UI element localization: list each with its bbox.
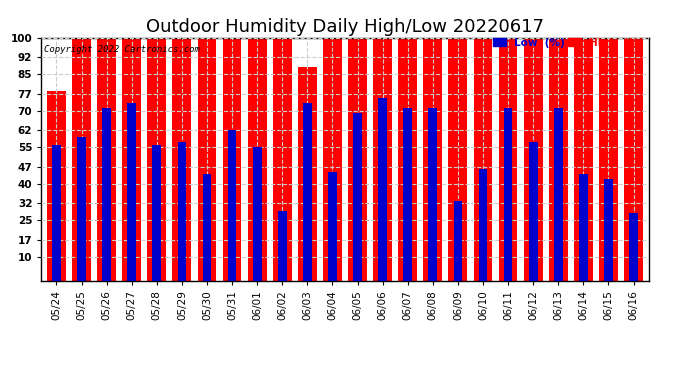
Bar [77, 138, 86, 281]
Bar [348, 38, 367, 281]
Bar [453, 201, 462, 281]
Bar [554, 108, 562, 281]
Bar [353, 113, 362, 281]
Bar [278, 211, 286, 281]
Bar [323, 38, 342, 281]
Bar [102, 108, 111, 281]
Bar [148, 38, 166, 281]
Bar [328, 172, 337, 281]
Bar [373, 38, 392, 281]
Bar [378, 99, 387, 281]
Bar [629, 213, 638, 281]
Bar [549, 38, 568, 281]
Bar [52, 145, 61, 281]
Bar [424, 38, 442, 281]
Text: Copyright 2022 Cartronics.com: Copyright 2022 Cartronics.com [44, 45, 200, 54]
Bar [504, 108, 513, 281]
Bar [298, 67, 317, 281]
Bar [47, 91, 66, 281]
Bar [599, 38, 618, 281]
Bar [203, 174, 211, 281]
Bar [604, 179, 613, 281]
Bar [624, 38, 643, 281]
Bar [97, 38, 116, 281]
Bar [253, 147, 262, 281]
Bar [152, 145, 161, 281]
Bar [273, 38, 292, 281]
Bar [428, 108, 437, 281]
Bar [473, 38, 493, 281]
Bar [72, 38, 91, 281]
Bar [448, 38, 467, 281]
Bar [303, 104, 312, 281]
Bar [128, 104, 136, 281]
Bar [398, 38, 417, 281]
Bar [524, 38, 542, 281]
Bar [404, 108, 412, 281]
Bar [248, 38, 266, 281]
Bar [529, 142, 538, 281]
Bar [197, 38, 217, 281]
Bar [122, 38, 141, 281]
Bar [574, 38, 593, 281]
Bar [223, 38, 241, 281]
Bar [499, 38, 518, 281]
Bar [579, 174, 588, 281]
Title: Outdoor Humidity Daily High/Low 20220617: Outdoor Humidity Daily High/Low 20220617 [146, 18, 544, 36]
Bar [177, 142, 186, 281]
Bar [172, 38, 191, 281]
Bar [479, 169, 487, 281]
Legend: Low  (%), High  (%): Low (%), High (%) [493, 38, 643, 48]
Bar [228, 130, 237, 281]
